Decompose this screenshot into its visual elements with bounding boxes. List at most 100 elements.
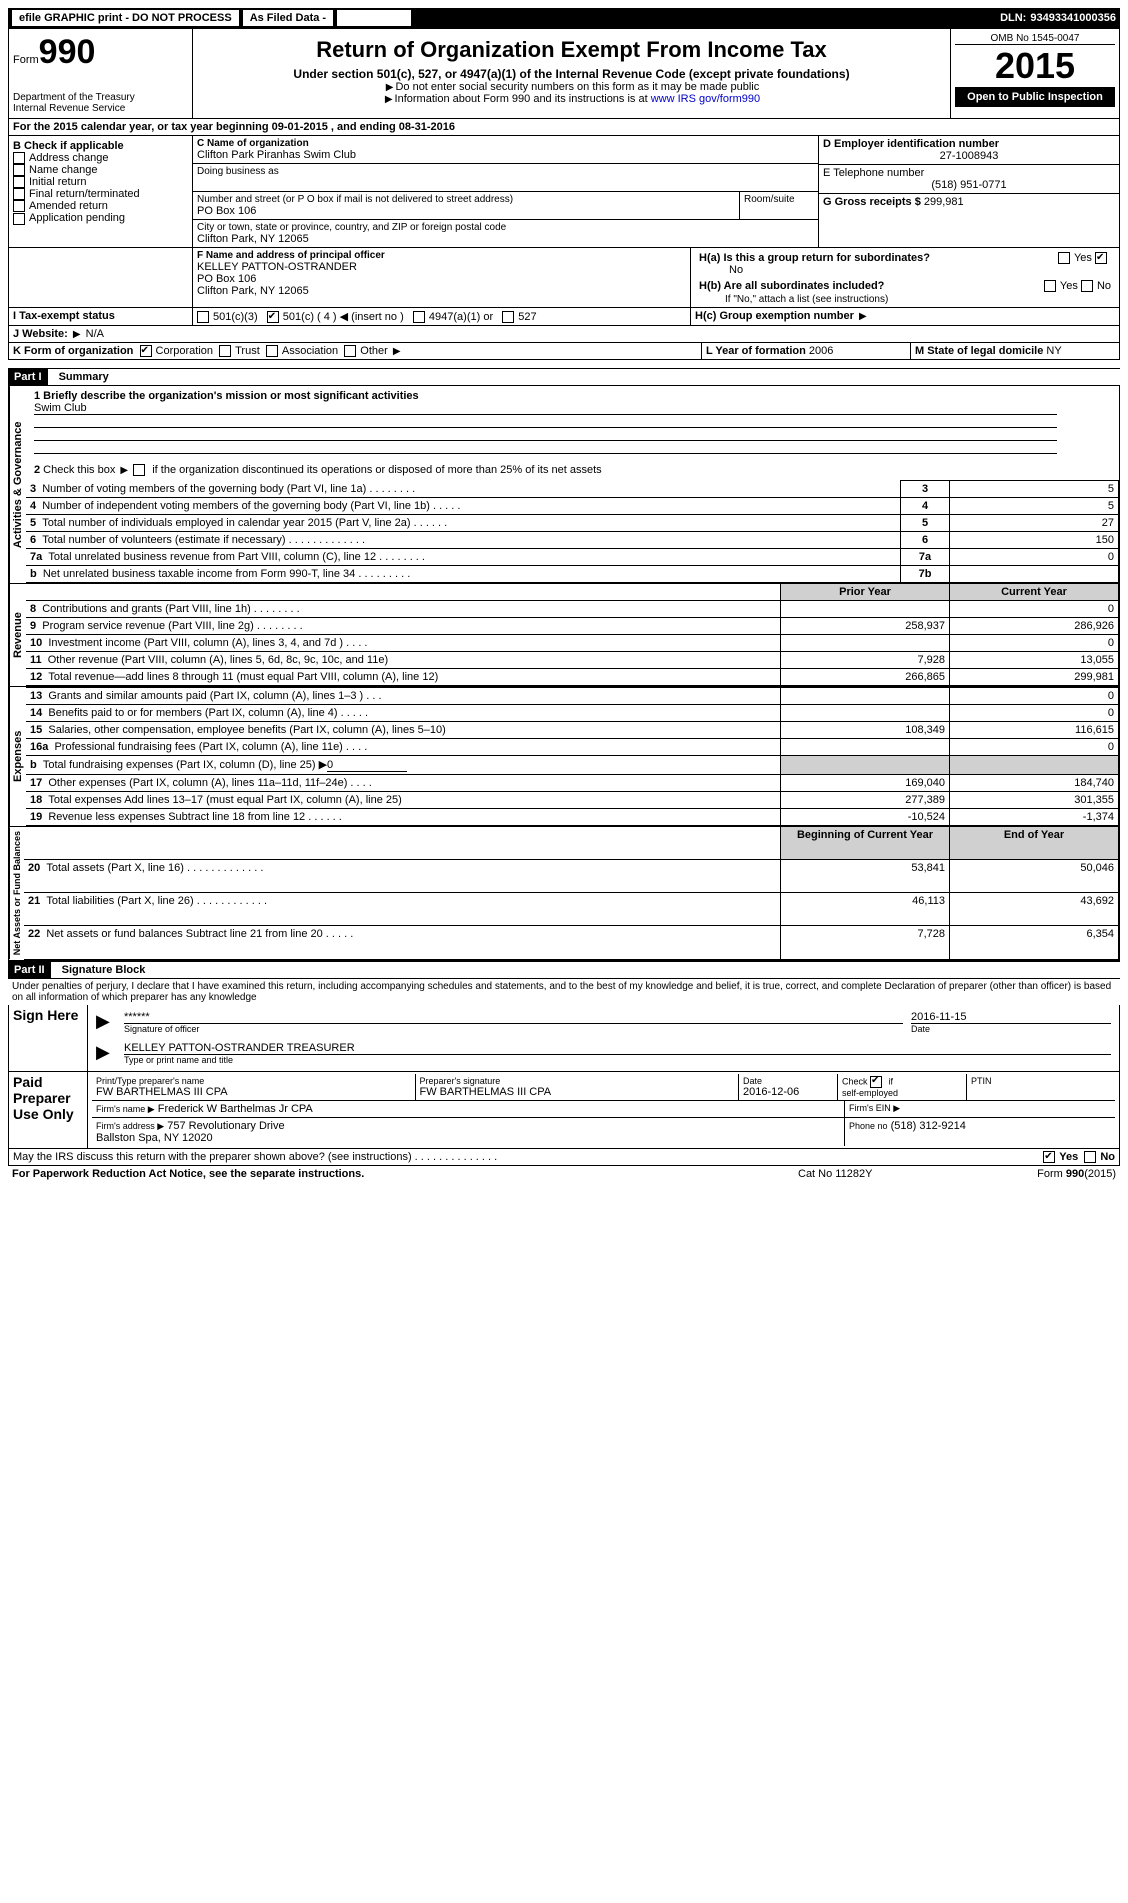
row-klm: K Form of organization Corporation Trust…: [8, 343, 1120, 360]
table-row: 12 Total revenue—add lines 8 through 11 …: [26, 669, 1119, 686]
table-row: 4 Number of independent voting members o…: [26, 498, 1119, 515]
officer-addr2: Clifton Park, NY 12065: [197, 285, 686, 297]
cb-ha-no[interactable]: [1095, 252, 1107, 264]
expenses-table: 13 Grants and similar amounts paid (Part…: [26, 687, 1119, 826]
table-row: 7a Total unrelated business revenue from…: [26, 549, 1119, 566]
omb-label: OMB No 1545-0047: [955, 33, 1115, 45]
cb-trust[interactable]: [219, 345, 231, 357]
tax-year: 2015: [955, 45, 1115, 87]
cb-assoc[interactable]: [266, 345, 278, 357]
table-row: 8 Contributions and grants (Part VIII, l…: [26, 601, 1119, 618]
form-subtitle: Under section 501(c), 527, or 4947(a)(1)…: [197, 67, 946, 81]
revenue-section: Revenue Prior YearCurrent Year 8 Contrib…: [8, 584, 1120, 687]
form-note2: Information about Form 990 and its instr…: [395, 93, 648, 105]
website-value: N/A: [86, 328, 104, 340]
side-netassets: Net Assets or Fund Balances: [9, 827, 24, 959]
table-row: b Net unrelated business taxable income …: [26, 566, 1119, 583]
table-row: 11 Other revenue (Part VIII, column (A),…: [26, 652, 1119, 669]
room-label: Room/suite: [740, 192, 818, 219]
cb-self-employed[interactable]: [870, 1076, 882, 1088]
table-row: 5 Total number of individuals employed i…: [26, 515, 1119, 532]
f-label: F Name and address of principal officer: [197, 250, 686, 261]
part2-header: Part II Signature Block: [8, 961, 1120, 979]
form-note1: Do not enter social security numbers on …: [395, 81, 759, 93]
sign-arrow-icon-2: ▶: [92, 1040, 120, 1067]
netassets-section: Net Assets or Fund Balances Beginning of…: [8, 827, 1120, 960]
form-title: Return of Organization Exempt From Incom…: [197, 37, 946, 63]
officer-name: KELLEY PATTON-OSTRANDER: [197, 261, 686, 273]
cb-initial-return[interactable]: [13, 176, 25, 188]
form-link[interactable]: www IRS gov/form990: [651, 93, 760, 105]
side-expenses: Expenses: [9, 687, 26, 826]
cb-4947[interactable]: [413, 311, 425, 323]
form-word: Form: [13, 54, 39, 66]
cb-address-change[interactable]: [13, 152, 25, 164]
row-j: J Website: N/A: [8, 326, 1120, 343]
cb-501c[interactable]: [267, 311, 279, 323]
side-governance: Activities & Governance: [9, 386, 26, 583]
sign-here-block: Sign Here ▶ ****** Signature of officer …: [8, 1005, 1120, 1072]
table-row: 16a Professional fundraising fees (Part …: [26, 739, 1119, 756]
dba-label: Doing business as: [197, 166, 814, 177]
table-row: 18 Total expenses Add lines 13–17 (must …: [26, 792, 1119, 809]
perjury-text: Under penalties of perjury, I declare th…: [8, 979, 1120, 1005]
g-label: G Gross receipts $: [823, 196, 921, 208]
cb-application-pending[interactable]: [13, 213, 25, 225]
side-revenue: Revenue: [9, 584, 26, 686]
cb-other[interactable]: [344, 345, 356, 357]
row-i: I Tax-exempt status 501(c)(3) 501(c) ( 4…: [8, 308, 1120, 326]
table-row: 22 Net assets or fund balances Subtract …: [24, 926, 1119, 959]
cb-ha-yes[interactable]: [1058, 252, 1070, 264]
ein-value: 27-1008943: [823, 150, 1115, 162]
cb-final-return[interactable]: [13, 188, 25, 200]
dln-label: DLN:: [1000, 12, 1026, 24]
section-bcdeg: B Check if applicable Address change Nam…: [8, 136, 1120, 248]
dept-label: Department of the Treasury Internal Reve…: [13, 92, 188, 114]
footer: For Paperwork Reduction Act Notice, see …: [8, 1166, 1120, 1182]
table-row: 14 Benefits paid to or for members (Part…: [26, 705, 1119, 722]
row-a: For the 2015 calendar year, or tax year …: [8, 119, 1120, 136]
d-label: D Employer identification number: [823, 138, 1115, 150]
cb-discuss-yes[interactable]: [1043, 1151, 1055, 1163]
table-row: 15 Salaries, other compensation, employe…: [26, 722, 1119, 739]
cb-amended-return[interactable]: [13, 200, 25, 212]
city-label: City or town, state or province, country…: [197, 222, 814, 233]
hb-note: If "No," attach a list (see instructions…: [695, 294, 1115, 305]
cb-hb-no[interactable]: [1081, 280, 1093, 292]
efile-label: efile GRAPHIC print - DO NOT PROCESS: [12, 10, 239, 26]
i-label: I Tax-exempt status: [9, 308, 193, 325]
topbar: efile GRAPHIC print - DO NOT PROCESS As …: [8, 8, 1120, 28]
table-row: 6 Total number of volunteers (estimate i…: [26, 532, 1119, 549]
c-name-label: C Name of organization: [197, 138, 814, 149]
b-label: B Check if applicable: [13, 140, 188, 152]
asfiled-blank: [337, 10, 411, 26]
phone-value: (518) 951-0771: [823, 179, 1115, 191]
netassets-table: Beginning of Current YearEnd of Year 20 …: [24, 827, 1119, 959]
table-row: 3 Number of voting members of the govern…: [26, 481, 1119, 498]
revenue-table: Prior YearCurrent Year 8 Contributions a…: [26, 584, 1119, 686]
cb-discuss-no[interactable]: [1084, 1151, 1096, 1163]
cb-corp[interactable]: [140, 345, 152, 357]
gross-receipts: 299,981: [924, 196, 964, 208]
officer-addr1: PO Box 106: [197, 273, 686, 285]
table-row: b Total fundraising expenses (Part IX, c…: [26, 756, 1119, 775]
street-label: Number and street (or P O box if mail is…: [197, 194, 735, 205]
cb-name-change[interactable]: [13, 164, 25, 176]
cb-527[interactable]: [502, 311, 514, 323]
expenses-section: Expenses 13 Grants and similar amounts p…: [8, 687, 1120, 827]
sign-arrow-icon: ▶: [92, 1009, 120, 1036]
paid-preparer-block: Paid Preparer Use Only Print/Type prepar…: [8, 1072, 1120, 1149]
form-number: 990: [39, 33, 96, 71]
table-row: 21 Total liabilities (Part X, line 26) .…: [24, 893, 1119, 926]
table-row: 13 Grants and similar amounts paid (Part…: [26, 688, 1119, 705]
cb-discontinued[interactable]: [133, 464, 145, 476]
cb-501c3[interactable]: [197, 311, 209, 323]
section-fh: F Name and address of principal officer …: [8, 248, 1120, 308]
discuss-row: May the IRS discuss this return with the…: [8, 1149, 1120, 1166]
cb-hb-yes[interactable]: [1044, 280, 1056, 292]
part1-body: Activities & Governance 1 Briefly descri…: [8, 386, 1120, 584]
mission-text: Swim Club: [34, 402, 1057, 415]
dln-value: 93493341000356: [1030, 12, 1116, 24]
open-inspection: Open to Public Inspection: [955, 87, 1115, 107]
org-name: Clifton Park Piranhas Swim Club: [197, 149, 814, 161]
